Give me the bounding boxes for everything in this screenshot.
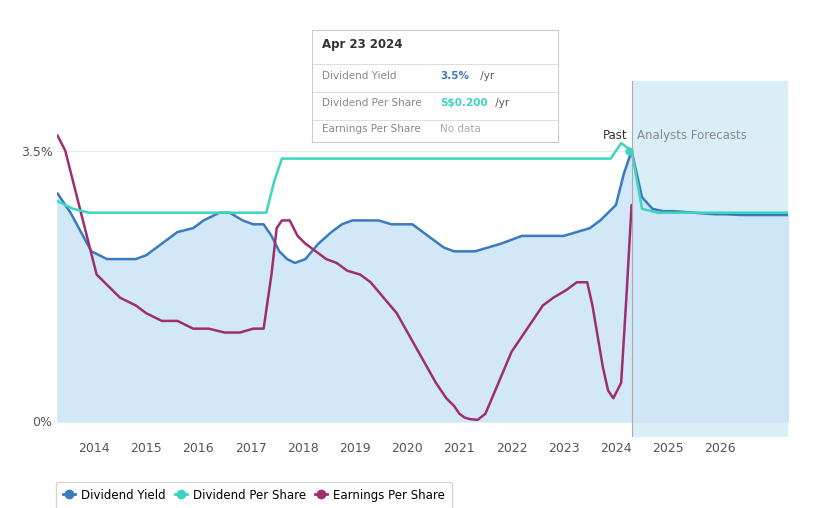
- Text: Earnings Per Share: Earnings Per Share: [322, 124, 420, 134]
- Text: Dividend Per Share: Dividend Per Share: [322, 98, 421, 108]
- Text: Dividend Yield: Dividend Yield: [322, 71, 397, 81]
- Text: 3.5%: 3.5%: [440, 71, 469, 81]
- Bar: [631, 81, 788, 437]
- Text: /yr: /yr: [477, 71, 494, 81]
- Text: Analysts Forecasts: Analysts Forecasts: [637, 129, 746, 142]
- Text: /yr: /yr: [492, 98, 509, 108]
- Text: S$0.200: S$0.200: [440, 98, 488, 108]
- Text: No data: No data: [440, 124, 481, 134]
- Text: Apr 23 2024: Apr 23 2024: [322, 38, 402, 51]
- Text: Past: Past: [603, 129, 627, 142]
- Legend: Dividend Yield, Dividend Per Share, Earnings Per Share: Dividend Yield, Dividend Per Share, Earn…: [56, 482, 452, 508]
